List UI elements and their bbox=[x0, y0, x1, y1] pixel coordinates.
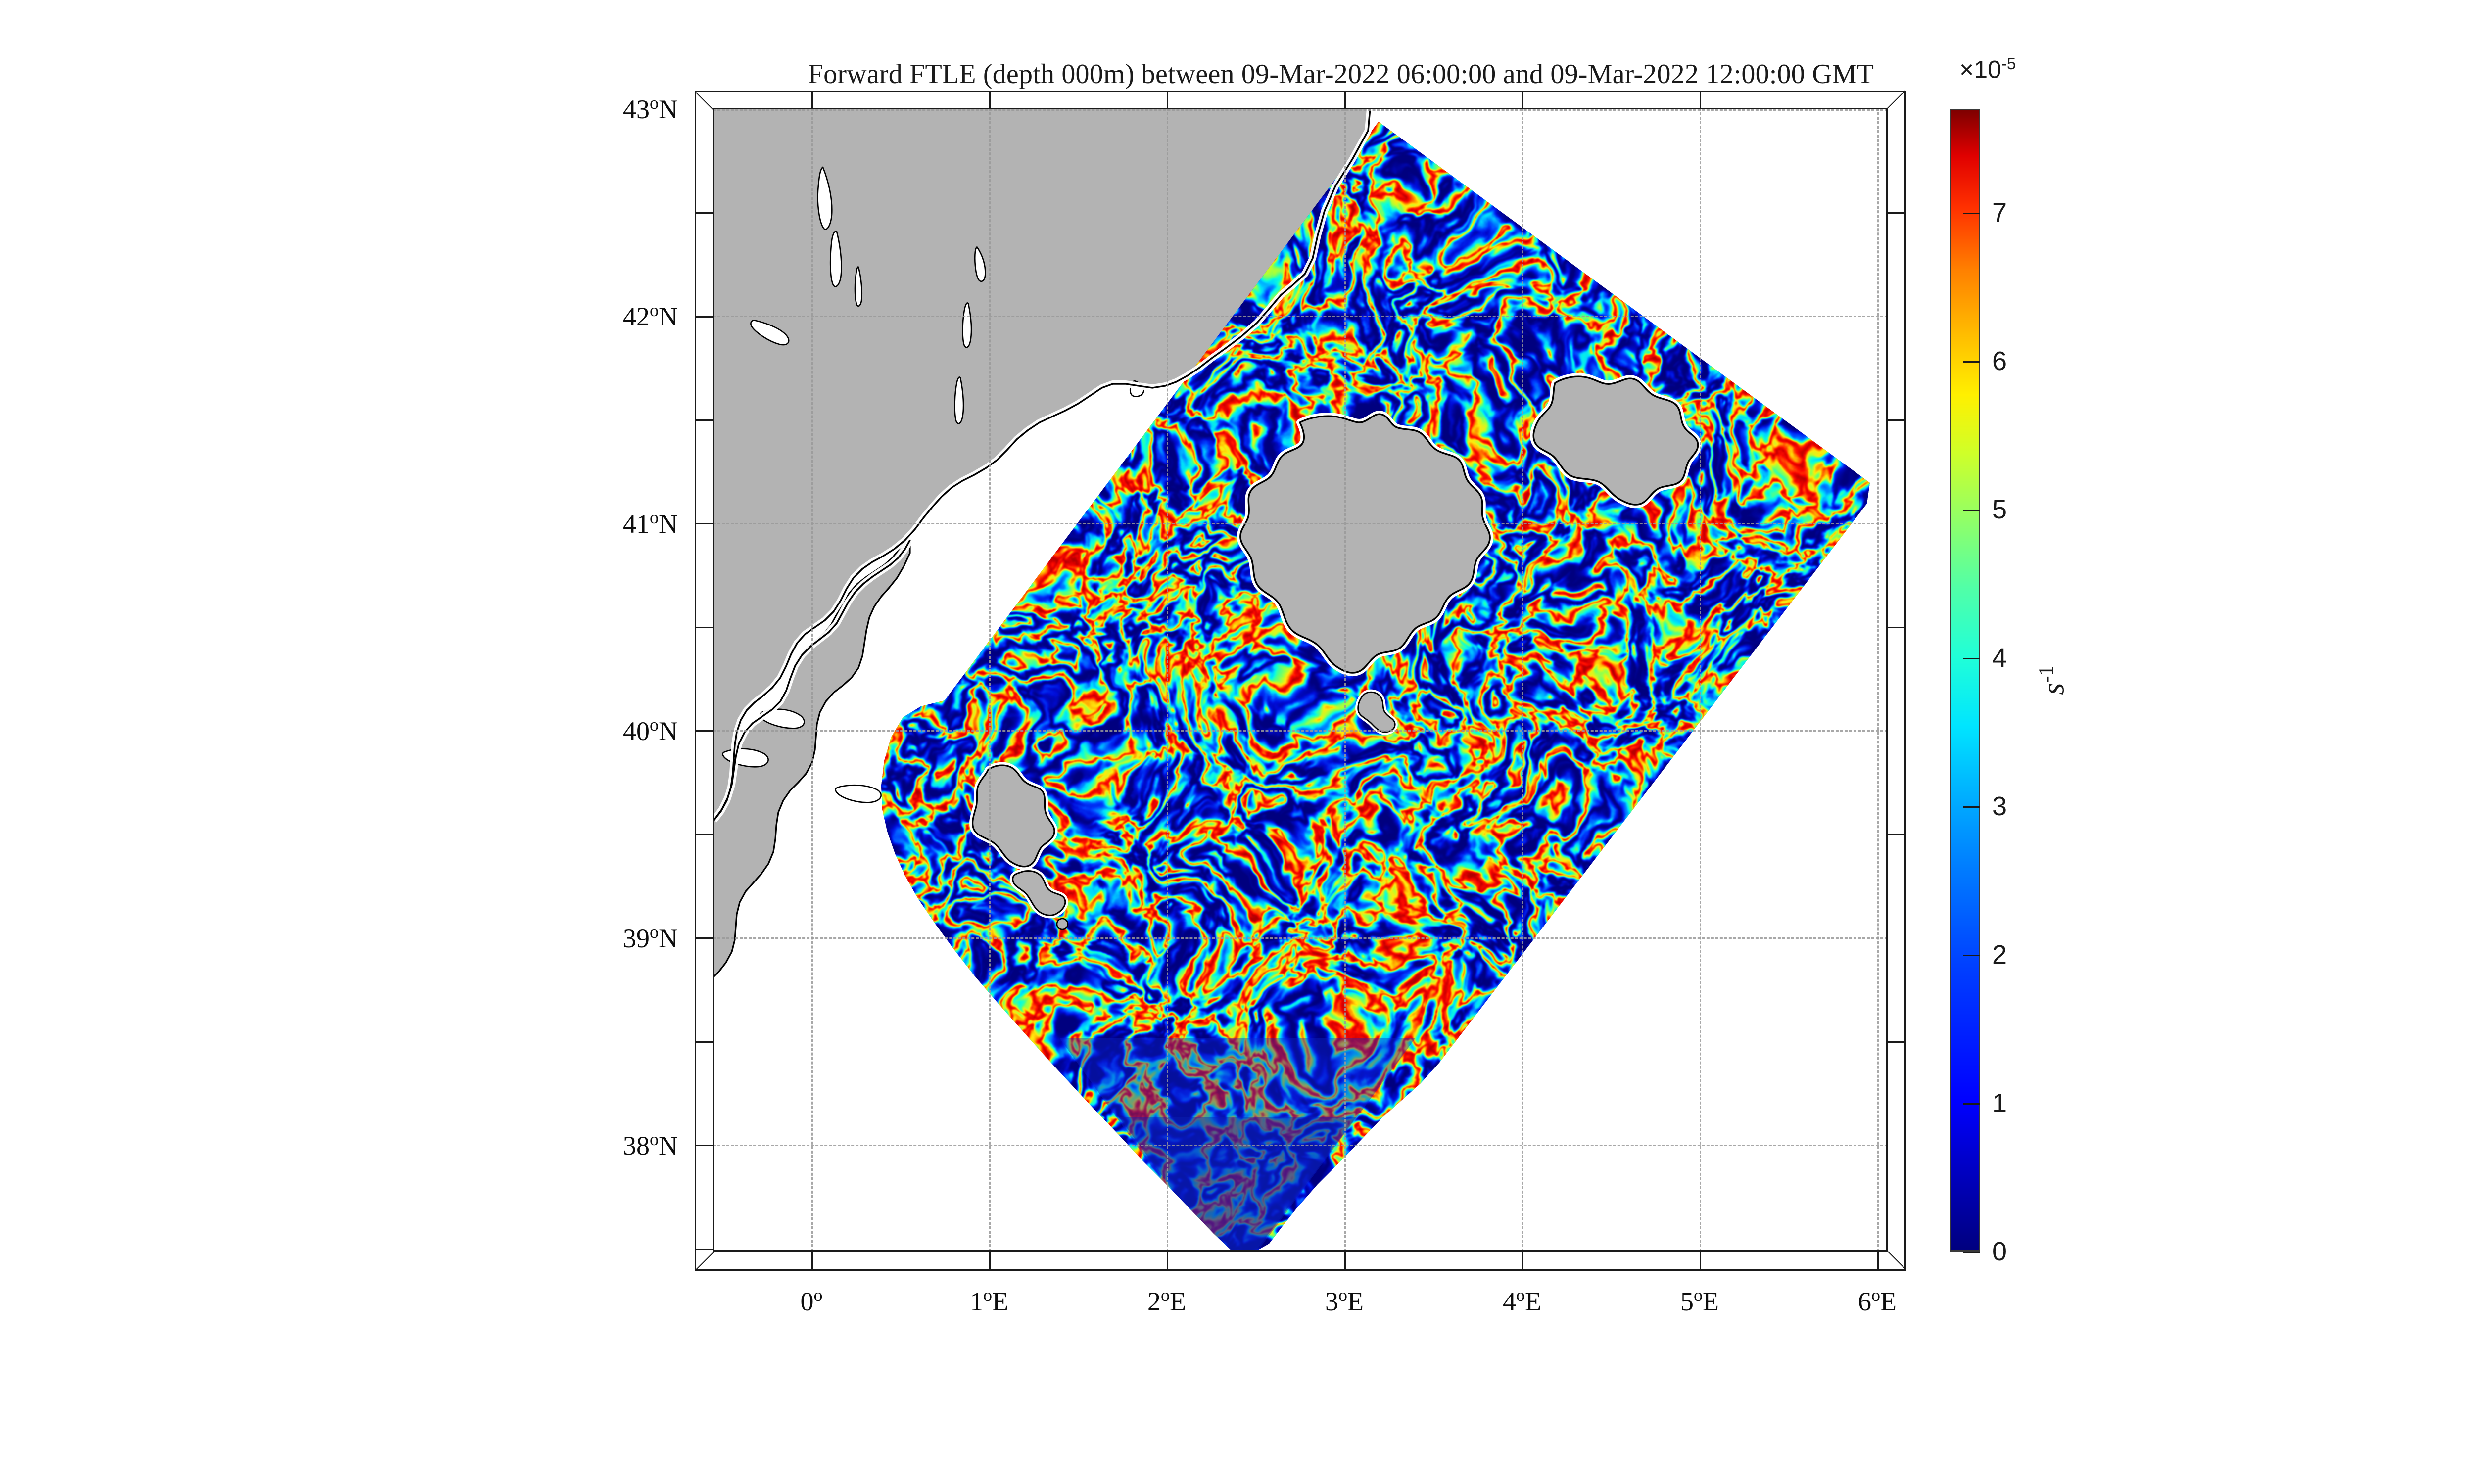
frame-tick-x bbox=[811, 1252, 813, 1271]
gridline-lat bbox=[713, 523, 1888, 524]
gridline-lat bbox=[713, 316, 1888, 317]
island-formentera bbox=[1009, 868, 1068, 919]
chart-title: Forward FTLE (depth 000m) between 09-Mar… bbox=[808, 59, 1874, 90]
colorbar-tick bbox=[1963, 1252, 1980, 1253]
island-cabrera bbox=[1355, 689, 1398, 735]
island-islet bbox=[1056, 918, 1069, 930]
frame-tick-x bbox=[1522, 91, 1523, 108]
colorbar-gradient bbox=[1951, 110, 1979, 1250]
colorbar-exponent-label: ×10-5 bbox=[1959, 54, 2016, 84]
frame-tick-x bbox=[1700, 1252, 1701, 1271]
inland-water bbox=[722, 166, 1366, 803]
frame-tick-y bbox=[695, 419, 714, 421]
colorbar-tick bbox=[1963, 806, 1980, 808]
frame-tick-y bbox=[695, 523, 714, 524]
colorbar-tick-label: 0 bbox=[1992, 1237, 2007, 1266]
frame-tick-x bbox=[1344, 91, 1346, 108]
frame-tick-y bbox=[695, 627, 714, 628]
gridline-lat bbox=[713, 1145, 1888, 1146]
colorbar-tick-label: 3 bbox=[1992, 791, 2007, 821]
colorbar bbox=[1950, 109, 1980, 1252]
frame-tick-y bbox=[1887, 627, 1906, 628]
frame-tick-y bbox=[695, 834, 714, 835]
frame-tick-y bbox=[695, 1249, 714, 1250]
gridline-lon bbox=[1877, 108, 1879, 1252]
colorbar-tick bbox=[1963, 213, 1980, 214]
frame-tick-y bbox=[695, 730, 714, 732]
frame-corner-tr bbox=[1886, 90, 1905, 109]
frame-tick-x bbox=[989, 91, 991, 108]
colorbar-tick-label: 6 bbox=[1992, 346, 2007, 376]
y-tick-label: 39oN bbox=[623, 922, 678, 953]
y-tick-label: 43oN bbox=[623, 93, 678, 124]
gridline-lat bbox=[713, 730, 1888, 732]
colorbar-tick bbox=[1963, 1103, 1980, 1105]
frame-tick-x bbox=[1877, 1252, 1879, 1271]
y-tick-label: 38oN bbox=[623, 1129, 678, 1160]
gridline-lon bbox=[1700, 108, 1701, 1252]
gridline-lon bbox=[989, 108, 991, 1252]
colorbar-tick-label: 2 bbox=[1992, 940, 2007, 970]
gridline-lat bbox=[713, 109, 1888, 111]
x-tick-label: 5oE bbox=[1680, 1285, 1719, 1316]
frame-tick-x bbox=[811, 91, 813, 108]
gridline-lon bbox=[1167, 108, 1168, 1252]
frame-tick-y bbox=[695, 212, 714, 214]
gridline-lat bbox=[713, 937, 1888, 939]
frame-tick-y bbox=[695, 937, 714, 939]
island-menorca bbox=[1530, 373, 1702, 509]
frame-tick-y bbox=[695, 316, 714, 318]
frame-tick-x bbox=[1700, 91, 1701, 108]
gridline-lon bbox=[811, 108, 813, 1252]
frame-corner-br bbox=[1887, 1251, 1906, 1270]
ftle-map bbox=[713, 108, 1888, 1252]
colorbar-tick bbox=[1963, 658, 1980, 659]
x-tick-label: 3oE bbox=[1325, 1285, 1364, 1316]
y-tick-label: 41oN bbox=[623, 508, 678, 539]
map-plot-area bbox=[713, 108, 1888, 1252]
frame-tick-x bbox=[989, 1252, 991, 1271]
frame-tick-x bbox=[1344, 1252, 1346, 1271]
island-ibiza bbox=[969, 762, 1058, 870]
x-tick-label: 6oE bbox=[1858, 1285, 1897, 1316]
x-tick-label: 0o bbox=[800, 1285, 823, 1316]
frame-tick-y bbox=[695, 1145, 714, 1146]
frame-corner-bl bbox=[695, 1252, 714, 1271]
coastline bbox=[713, 108, 1371, 821]
map-axes bbox=[713, 108, 1888, 1252]
x-tick-label: 4oE bbox=[1503, 1285, 1541, 1316]
colorbar-axis-label: s-1 bbox=[2035, 665, 2071, 695]
frame-corner-tl bbox=[694, 91, 714, 110]
frame-tick-y bbox=[1887, 834, 1906, 835]
colorbar-tick-label: 1 bbox=[1992, 1088, 2007, 1118]
colorbar-tick-label: 5 bbox=[1992, 495, 2007, 524]
x-tick-label: 2oE bbox=[1147, 1285, 1186, 1316]
frame-tick-y bbox=[695, 1041, 714, 1043]
colorbar-tick bbox=[1963, 510, 1980, 511]
x-tick-label: 1oE bbox=[970, 1285, 1008, 1316]
gridline-lon bbox=[1522, 108, 1523, 1252]
y-tick-label: 40oN bbox=[623, 715, 678, 746]
frame-tick-x bbox=[1167, 91, 1168, 108]
frame-tick-y bbox=[1887, 419, 1906, 421]
frame-tick-y bbox=[1887, 1041, 1906, 1043]
frame-tick-x bbox=[1522, 1252, 1523, 1271]
colorbar-tick bbox=[1963, 955, 1980, 956]
colorbar-tick bbox=[1963, 361, 1980, 363]
frame-tick-x bbox=[1167, 1252, 1168, 1271]
y-tick-label: 42oN bbox=[623, 300, 678, 331]
frame-tick-y bbox=[1887, 212, 1906, 214]
island-mallorca bbox=[1237, 411, 1494, 677]
colorbar-tick-label: 4 bbox=[1992, 643, 2007, 673]
colorbar-tick-label: 7 bbox=[1992, 198, 2007, 228]
gridline-lon bbox=[1344, 108, 1346, 1252]
